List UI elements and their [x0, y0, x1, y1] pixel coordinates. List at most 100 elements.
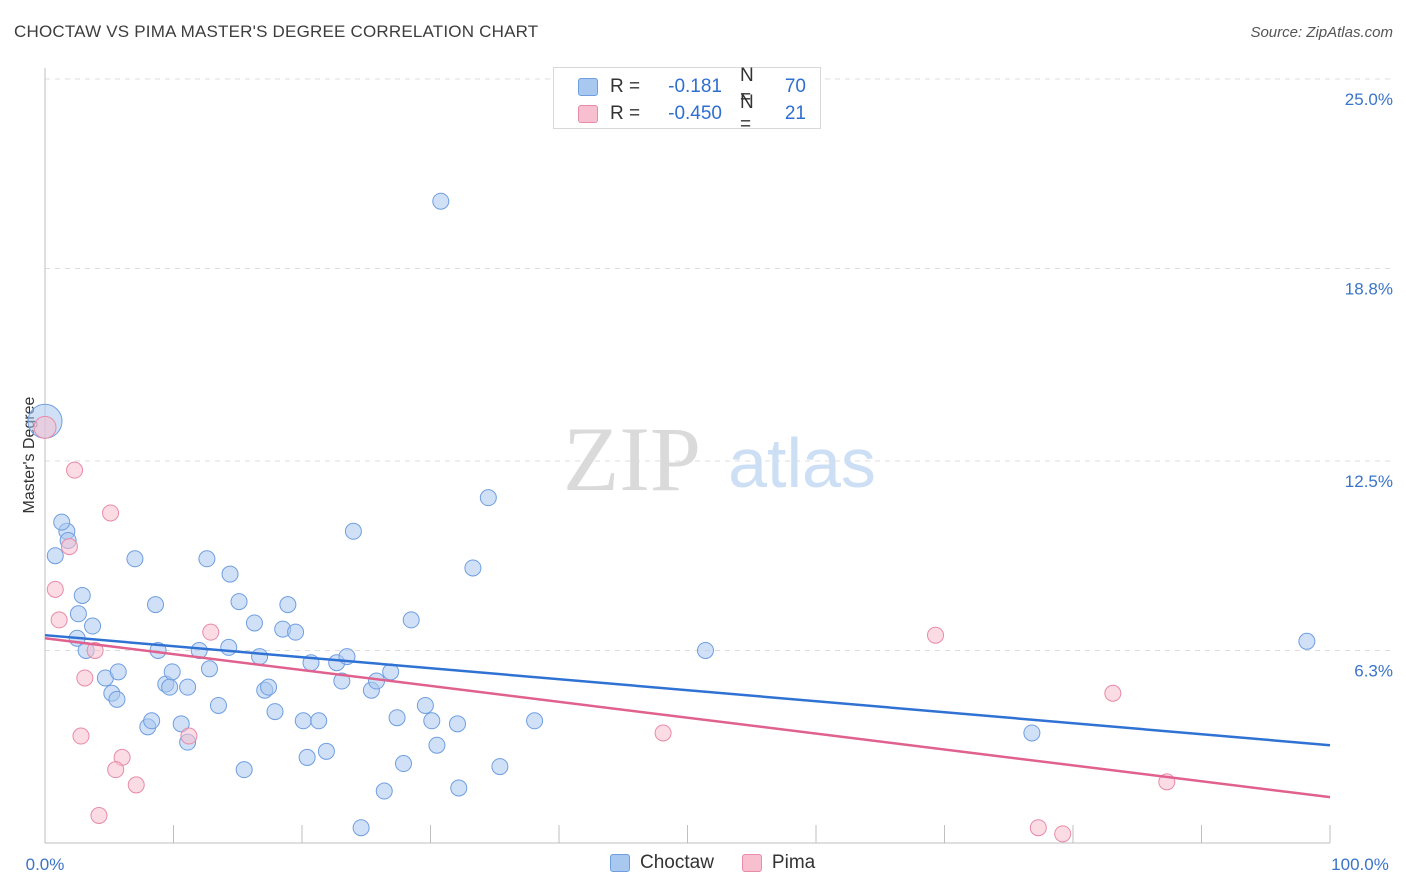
point-choctaw: [448, 715, 466, 733]
gridlines: [45, 78, 1392, 651]
legend-swatch-pima: [578, 105, 598, 123]
point-choctaw: [491, 758, 509, 776]
legend-r-label: R =: [610, 76, 641, 97]
point-choctaw: [73, 586, 91, 604]
point-choctaw: [245, 614, 263, 632]
point-choctaw: [235, 761, 253, 779]
point-choctaw: [109, 663, 127, 681]
point-choctaw: [147, 596, 165, 614]
legend-row-pima: R = -0.450 N = 21: [578, 92, 806, 135]
correlation-legend: R = -0.181 N = 70 R = -0.450 N = 21: [553, 65, 821, 135]
y-tick-label: 18.8%: [1345, 279, 1393, 298]
point-choctaw: [402, 611, 420, 629]
point-pima: [50, 611, 68, 629]
point-pima: [66, 461, 84, 479]
legend-swatch-choctaw: [578, 78, 598, 96]
point-choctaw: [298, 748, 316, 766]
point-choctaw: [46, 547, 64, 565]
point-choctaw: [1023, 724, 1041, 742]
point-choctaw: [198, 550, 216, 568]
legend-label-choctaw: Choctaw: [640, 852, 714, 873]
point-choctaw: [260, 678, 278, 696]
legend-r-value: -0.450: [668, 103, 722, 124]
point-choctaw: [221, 565, 239, 583]
point-choctaw: [161, 678, 179, 696]
y-tick-label: 12.5%: [1345, 472, 1393, 491]
point-pima: [927, 626, 945, 644]
point-pima: [1054, 825, 1072, 843]
point-choctaw: [696, 641, 714, 659]
y-tick-label: 6.3%: [1354, 661, 1393, 680]
point-choctaw: [209, 696, 227, 714]
point-choctaw: [423, 712, 441, 730]
legend-swatch-pima: [741, 854, 762, 872]
point-choctaw: [172, 715, 190, 733]
point-pima: [33, 415, 57, 439]
legend-n-label: N =: [740, 65, 754, 108]
point-choctaw: [432, 192, 450, 210]
point-choctaw: [428, 736, 446, 754]
point-choctaw: [344, 522, 362, 540]
legend-item-pima: Pima: [741, 852, 816, 874]
point-choctaw: [333, 672, 351, 690]
point-choctaw: [279, 596, 297, 614]
point-choctaw: [287, 623, 305, 641]
y-tick-label: 25.0%: [1345, 90, 1393, 109]
point-choctaw: [163, 663, 181, 681]
point-choctaw: [395, 755, 413, 773]
watermark-atlas: atlas: [728, 424, 876, 502]
point-choctaw: [69, 605, 87, 623]
legend-r-label: R =: [610, 103, 641, 124]
point-choctaw: [310, 712, 328, 730]
point-choctaw: [126, 550, 144, 568]
point-pima: [102, 504, 120, 522]
point-choctaw: [388, 709, 406, 727]
point-pima: [86, 641, 104, 659]
point-pima: [60, 538, 78, 556]
point-pima: [107, 761, 125, 779]
point-choctaw: [108, 690, 126, 708]
point-pima: [180, 727, 198, 745]
point-choctaw: [200, 660, 218, 678]
point-choctaw: [266, 703, 284, 721]
point-pima: [1029, 819, 1047, 837]
point-choctaw: [294, 712, 312, 730]
point-choctaw: [416, 696, 434, 714]
point-pima: [90, 806, 108, 824]
point-choctaw: [526, 712, 544, 730]
point-choctaw: [53, 513, 71, 531]
point-choctaw: [317, 742, 335, 760]
watermark: ZIP atlas: [563, 408, 876, 510]
legend-n-value: 70: [784, 76, 806, 97]
point-pima: [46, 580, 64, 598]
point-choctaw: [464, 559, 482, 577]
legend-n-value: 21: [784, 103, 806, 124]
legend-r-value: -0.181: [668, 76, 722, 97]
point-choctaw: [479, 489, 497, 507]
point-pima: [72, 727, 90, 745]
source-label: Source: ZipAtlas.com: [1250, 24, 1393, 41]
point-choctaw: [352, 819, 370, 837]
legend-row-choctaw: R = -0.181 N = 70: [578, 65, 806, 108]
point-choctaw: [251, 648, 269, 666]
trend-line-choctaw: [44, 633, 1331, 747]
x-tick-label: 100.0%: [1331, 855, 1389, 874]
point-choctaw: [1298, 632, 1316, 650]
point-pima: [654, 724, 672, 742]
axes: [44, 68, 1331, 844]
legend-n-label: N =: [740, 92, 754, 135]
point-choctaw: [375, 782, 393, 800]
point-pima: [127, 776, 145, 794]
point-choctaw: [230, 593, 248, 611]
point-choctaw: [450, 779, 468, 797]
point-pima: [76, 669, 94, 687]
trend-line-pima: [44, 637, 1331, 799]
point-choctaw: [220, 638, 238, 656]
chart-title: CHOCTAW VS PIMA MASTER'S DEGREE CORRELAT…: [14, 22, 539, 41]
point-choctaw: [84, 617, 102, 635]
point-choctaw: [179, 678, 197, 696]
point-choctaw: [143, 712, 161, 730]
legend-label-pima: Pima: [771, 852, 816, 873]
legend-swatch-choctaw: [610, 854, 630, 872]
